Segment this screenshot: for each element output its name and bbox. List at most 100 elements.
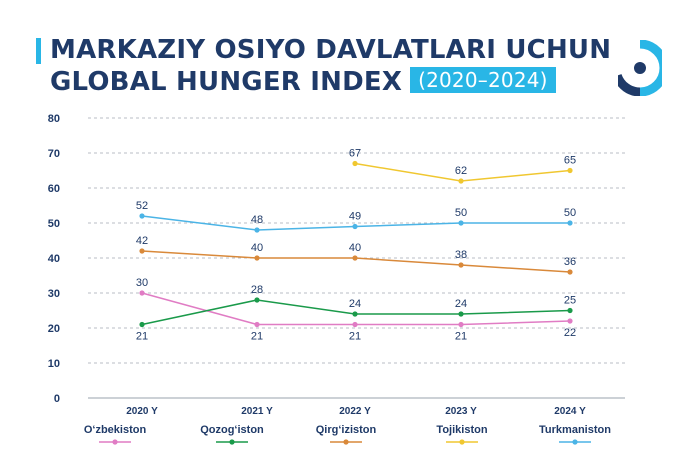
data-label: 67 [349,148,361,160]
y-tick-label: 20 [48,323,60,335]
line-chart: 0 10 20 30 40 50 60 70 80 2020 Y 2021 Y 2022 Y 2023… [48,113,625,417]
series-1: 21 28 24 24 25 [136,284,576,343]
legend-swatch-dot [343,439,349,445]
legend-swatch-dot [572,439,578,445]
data-point [352,160,358,167]
series-0: 30 21 21 21 22 [136,277,576,343]
data-label: 28 [251,284,263,296]
legend-label: O‘zbekiston [83,424,147,436]
x-axis-ticks: 2020 Y 2021 Y 2022 Y 2023 Y 2024 Y [126,406,586,417]
data-point [139,248,145,254]
title-line-2-text: GLOBAL HUNGER INDEX [50,67,403,97]
legend-label: Qirg‘iziston [315,424,377,436]
data-point [458,311,464,317]
series-layer: 30 21 21 21 22 21 28 24 24 25 42 40 40 38 36 67 62 65 52 48… [136,148,576,343]
data-point [458,220,464,226]
data-point [254,227,260,233]
x-tick-label: 2024 Y [554,406,586,417]
title-accent-bar [36,38,41,64]
grid-lines [88,117,625,399]
data-label: 38 [455,249,467,261]
data-point [139,213,145,219]
chart-legend: O‘zbekiston Qozog‘iston Qirg‘iziston Tojiki… [0,424,700,464]
data-point [567,220,573,226]
y-tick-label: 30 [48,288,60,300]
data-point [458,321,464,328]
legend-label: Qozog‘iston [200,424,264,436]
brand-logo-icon [618,40,662,96]
data-label: 24 [455,298,467,310]
data-label: 48 [251,214,263,226]
y-tick-label: 10 [48,358,60,370]
x-tick-label: 2020 Y [126,406,158,417]
data-point [352,223,358,230]
legend-marker [286,438,406,450]
chart-title: MARKAZIY OSIYO DAVLATLARI UCHUN GLOBAL H… [50,34,611,98]
y-tick-label: 60 [48,183,60,195]
data-point [254,255,260,261]
legend-marker [172,438,292,450]
legend-swatch-dot [229,439,235,445]
y-tick-label: 50 [48,218,60,230]
data-label: 36 [564,256,576,268]
data-point [352,321,358,328]
data-label: 50 [455,207,467,219]
series-line [141,250,571,273]
legend-item: Qirg‘iziston [286,424,406,450]
data-point [458,262,464,268]
data-point [458,178,464,184]
data-point [352,311,358,317]
x-tick-label: 2022 Y [339,406,371,417]
data-label: 52 [136,200,148,212]
legend-swatch [330,439,362,445]
data-point [567,307,573,314]
data-point [139,321,145,328]
legend-item: Turkmaniston [515,424,635,450]
data-point [254,321,260,328]
legend-swatch-dot [459,439,465,445]
series-4: 52 48 49 50 50 [136,200,576,233]
y-tick-label: 40 [48,253,60,265]
data-label: 40 [349,242,361,254]
data-point [567,269,573,275]
data-label: 22 [564,327,576,339]
data-label: 21 [349,331,361,343]
data-point [139,290,145,296]
data-point [567,167,573,174]
data-point [254,297,260,303]
legend-swatch [446,439,478,445]
data-label: 21 [455,331,467,343]
legend-marker [402,438,522,450]
legend-marker [55,438,175,450]
legend-item: Tojikiston [402,424,522,450]
x-tick-label: 2021 Y [241,406,273,417]
data-label: 65 [564,155,576,167]
data-label: 30 [136,277,148,289]
data-label: 50 [564,207,576,219]
legend-label: Tojikiston [436,424,488,436]
data-point [352,255,358,261]
data-label: 62 [455,165,467,177]
legend-item: Qozog‘iston [172,424,292,450]
data-label: 49 [349,211,361,223]
data-label: 24 [349,298,361,310]
y-tick-label: 70 [48,148,60,160]
x-tick-label: 2023 Y [445,406,477,417]
y-tick-label: 0 [54,393,60,405]
data-label: 21 [251,331,263,343]
legend-item: O‘zbekiston [55,424,175,450]
legend-label: Turkmaniston [539,424,611,436]
legend-swatch [216,439,248,445]
series-3: 67 62 65 [349,148,576,184]
legend-swatch-dot [112,439,118,445]
data-label: 25 [564,295,576,307]
legend-marker [515,438,635,450]
legend-swatch [559,439,591,445]
legend-swatch [99,439,131,445]
data-label: 40 [251,242,263,254]
series-2: 42 40 40 38 36 [136,235,576,275]
y-tick-label: 80 [48,113,60,125]
data-label: 21 [136,331,148,343]
years-badge: (2020–2024) [410,67,556,93]
data-label: 42 [136,235,148,247]
